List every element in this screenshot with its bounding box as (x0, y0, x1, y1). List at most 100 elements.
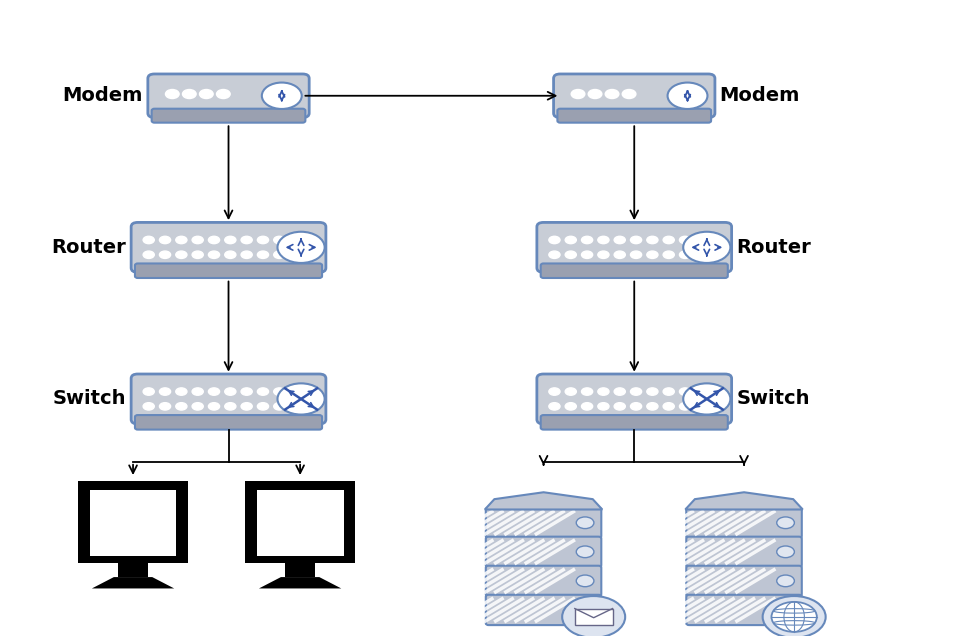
Circle shape (273, 236, 285, 244)
Circle shape (664, 403, 674, 410)
Circle shape (598, 236, 609, 244)
Text: Switch: Switch (737, 390, 810, 408)
FancyBboxPatch shape (131, 223, 325, 272)
FancyBboxPatch shape (485, 566, 601, 596)
Circle shape (562, 596, 625, 637)
Circle shape (565, 236, 576, 244)
Polygon shape (484, 492, 602, 509)
FancyBboxPatch shape (485, 595, 601, 625)
Text: Router: Router (737, 238, 811, 257)
Circle shape (208, 236, 220, 244)
Circle shape (588, 90, 602, 99)
Circle shape (598, 251, 609, 259)
Bar (285, 562, 316, 577)
Circle shape (273, 251, 285, 259)
Circle shape (143, 388, 154, 396)
Circle shape (166, 90, 179, 99)
Circle shape (582, 403, 592, 410)
Circle shape (182, 90, 196, 99)
Circle shape (605, 90, 619, 99)
Circle shape (176, 388, 187, 396)
Circle shape (647, 236, 658, 244)
Circle shape (680, 251, 690, 259)
Circle shape (614, 403, 625, 410)
Circle shape (549, 388, 560, 396)
Circle shape (160, 388, 170, 396)
FancyBboxPatch shape (536, 223, 732, 272)
Circle shape (262, 83, 301, 109)
Circle shape (631, 403, 641, 410)
Circle shape (598, 388, 609, 396)
Circle shape (576, 604, 594, 616)
Bar (257, 490, 344, 556)
Bar (78, 556, 188, 563)
Circle shape (771, 602, 817, 632)
FancyBboxPatch shape (687, 595, 802, 625)
Circle shape (241, 251, 252, 259)
Polygon shape (686, 492, 803, 509)
Circle shape (582, 236, 592, 244)
Circle shape (647, 403, 658, 410)
Circle shape (277, 232, 325, 263)
Circle shape (224, 403, 236, 410)
Circle shape (777, 517, 794, 529)
FancyBboxPatch shape (485, 508, 601, 538)
Circle shape (549, 251, 560, 259)
Bar (117, 562, 148, 577)
FancyBboxPatch shape (148, 74, 309, 118)
FancyBboxPatch shape (540, 264, 728, 278)
FancyBboxPatch shape (687, 508, 802, 538)
Circle shape (241, 388, 252, 396)
Circle shape (598, 403, 609, 410)
Circle shape (208, 388, 220, 396)
Circle shape (224, 388, 236, 396)
Bar (575, 609, 612, 625)
Circle shape (192, 388, 203, 396)
FancyBboxPatch shape (131, 374, 325, 424)
Circle shape (257, 388, 269, 396)
Circle shape (664, 251, 674, 259)
FancyBboxPatch shape (536, 374, 732, 424)
Circle shape (143, 236, 154, 244)
Circle shape (273, 403, 285, 410)
Circle shape (176, 236, 187, 244)
Circle shape (208, 251, 220, 259)
Bar (90, 490, 176, 556)
FancyBboxPatch shape (687, 537, 802, 567)
Polygon shape (259, 577, 341, 588)
Circle shape (176, 251, 187, 259)
Circle shape (667, 83, 708, 109)
Circle shape (273, 388, 285, 396)
Text: Modem: Modem (63, 86, 143, 105)
Circle shape (647, 388, 658, 396)
Circle shape (277, 383, 325, 415)
Circle shape (565, 251, 576, 259)
Circle shape (631, 251, 641, 259)
Circle shape (565, 388, 576, 396)
Circle shape (664, 236, 674, 244)
Circle shape (257, 236, 269, 244)
FancyBboxPatch shape (135, 264, 322, 278)
Circle shape (257, 251, 269, 259)
Circle shape (777, 546, 794, 557)
Circle shape (257, 403, 269, 410)
FancyBboxPatch shape (485, 537, 601, 567)
Circle shape (224, 251, 236, 259)
FancyBboxPatch shape (554, 74, 715, 118)
FancyBboxPatch shape (151, 109, 305, 123)
Text: Modem: Modem (719, 86, 800, 105)
Circle shape (192, 403, 203, 410)
Circle shape (683, 383, 730, 415)
Circle shape (160, 403, 170, 410)
Circle shape (160, 236, 170, 244)
FancyBboxPatch shape (558, 109, 711, 123)
Circle shape (614, 236, 625, 244)
Circle shape (614, 251, 625, 259)
Polygon shape (91, 577, 174, 588)
Circle shape (192, 251, 203, 259)
Circle shape (680, 388, 690, 396)
Circle shape (549, 236, 560, 244)
Bar (246, 481, 355, 563)
Circle shape (582, 251, 592, 259)
Circle shape (217, 90, 230, 99)
